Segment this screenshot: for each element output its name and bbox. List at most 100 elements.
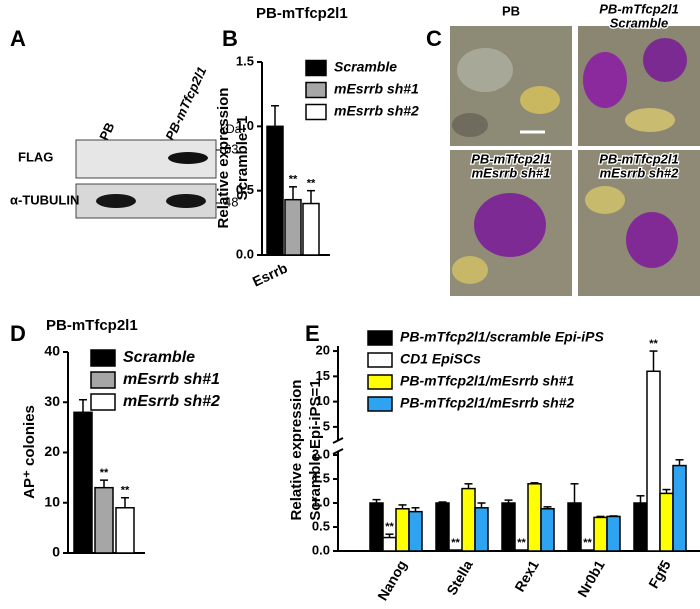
y-tick-label: 1.5 bbox=[312, 470, 330, 485]
legend-label: PB-mTfcp2l1/scramble Epi-iPS bbox=[400, 329, 605, 345]
chart-title: PB-mTfcp2l1 bbox=[46, 317, 138, 334]
legend-label: mEsrrb sh#1 bbox=[334, 81, 419, 97]
axis-break bbox=[332, 448, 344, 455]
bar bbox=[659, 492, 674, 552]
unit-label: kDa bbox=[220, 122, 242, 136]
x-tick-label: Stella bbox=[443, 557, 476, 598]
significance-label: ** bbox=[121, 485, 130, 497]
micrograph bbox=[578, 26, 700, 146]
legend-swatch bbox=[305, 81, 327, 99]
legend-swatch bbox=[367, 352, 393, 368]
bar bbox=[646, 370, 661, 552]
y-tick-label: 10 bbox=[316, 393, 330, 408]
row-label: FLAG bbox=[18, 149, 53, 164]
y-tick-label: 5 bbox=[323, 418, 330, 433]
marker-label: 48 bbox=[224, 194, 238, 209]
bar bbox=[302, 202, 320, 256]
y-tick-label: 10 bbox=[44, 493, 60, 509]
y-tick-label: 1.0 bbox=[236, 118, 254, 133]
bar bbox=[501, 502, 516, 552]
bar bbox=[284, 198, 302, 256]
lane-label: PB bbox=[96, 120, 117, 143]
band bbox=[166, 194, 206, 208]
micrograph bbox=[450, 150, 572, 296]
legend-label: mEsrrb sh#2 bbox=[334, 103, 419, 119]
y-tick-label: 0.0 bbox=[312, 542, 330, 557]
y-tick-label: 0 bbox=[52, 544, 60, 560]
bar bbox=[514, 549, 529, 552]
image-label: PB bbox=[502, 3, 520, 18]
y-tick-label: 20 bbox=[44, 443, 60, 459]
legend-swatch bbox=[367, 396, 393, 412]
bar bbox=[395, 508, 410, 552]
bar bbox=[606, 515, 621, 552]
lane-label: PB-mTfcp2l1 bbox=[162, 64, 209, 142]
y-tick-label: 2.0 bbox=[312, 446, 330, 461]
significance-label: ** bbox=[649, 338, 658, 350]
legend-swatch bbox=[90, 371, 116, 389]
y-tick-label: 20 bbox=[316, 342, 330, 357]
x-tick-label: Rex1 bbox=[511, 557, 542, 594]
legend-label: mEsrrb sh#1 bbox=[123, 371, 220, 388]
x-tick-label: Fgf5 bbox=[645, 557, 674, 591]
panel-label: A bbox=[10, 26, 26, 51]
bar bbox=[266, 125, 284, 256]
significance-label: ** bbox=[583, 537, 592, 549]
bar bbox=[435, 502, 450, 552]
image-label: PB-mTfcp2l1 bbox=[471, 151, 550, 166]
significance-label: ** bbox=[307, 178, 316, 190]
bar bbox=[448, 549, 463, 552]
panel-label: C bbox=[426, 26, 442, 51]
band bbox=[96, 194, 136, 208]
panel-label: E bbox=[305, 321, 320, 346]
x-tick-label: Esrrb bbox=[250, 260, 290, 290]
bar bbox=[580, 549, 595, 552]
x-tick-label: Nanog bbox=[374, 557, 410, 603]
y-axis-label: AP⁺ colonies bbox=[21, 405, 38, 499]
panel-label: B bbox=[222, 26, 238, 51]
panel-label: D bbox=[10, 321, 26, 346]
image-label: mEsrrb sh#1 bbox=[472, 165, 551, 180]
row-label: α-TUBULIN bbox=[10, 192, 79, 207]
legend-label: PB-mTfcp2l1/mEsrrb sh#1 bbox=[400, 373, 574, 389]
image-label: Scramble bbox=[610, 15, 669, 30]
bar bbox=[672, 464, 687, 552]
y-tick-label: 0.0 bbox=[236, 246, 254, 261]
y-tick-label: 1.5 bbox=[236, 53, 254, 68]
legend-label: CD1 EpiSCs bbox=[400, 351, 481, 367]
legend-label: Scramble bbox=[123, 349, 195, 366]
chart-title: PB-mTfcp2l1 bbox=[256, 5, 348, 22]
legend-label: PB-mTfcp2l1/mEsrrb sh#2 bbox=[400, 395, 574, 411]
legend-label: Scramble bbox=[334, 59, 397, 75]
marker-label: 63 bbox=[224, 141, 238, 156]
significance-label: ** bbox=[517, 537, 526, 549]
micrograph bbox=[578, 150, 700, 296]
legend-swatch bbox=[90, 349, 116, 367]
bar bbox=[73, 411, 93, 554]
bar bbox=[115, 507, 135, 554]
y-tick-label: 1.0 bbox=[312, 494, 330, 509]
y-axis-label: Relative expression bbox=[215, 88, 232, 229]
micrograph bbox=[450, 26, 572, 146]
bar bbox=[382, 536, 397, 552]
y-axis-label: Relative expression bbox=[288, 380, 305, 521]
image-label: PB-mTfcp2l1 bbox=[599, 1, 678, 16]
bar bbox=[369, 502, 384, 552]
significance-label: ** bbox=[385, 521, 394, 533]
image-label: mEsrrb sh#2 bbox=[600, 165, 680, 180]
legend-swatch bbox=[305, 103, 327, 121]
y-tick-label: 15 bbox=[316, 368, 330, 383]
significance-label: ** bbox=[289, 174, 298, 186]
significance-label: ** bbox=[100, 467, 109, 479]
bar bbox=[94, 486, 114, 554]
bar bbox=[461, 487, 476, 552]
legend-swatch bbox=[90, 393, 116, 411]
legend-swatch bbox=[367, 330, 393, 346]
bar bbox=[474, 507, 489, 552]
significance-label: ** bbox=[451, 537, 460, 549]
axis-break bbox=[332, 437, 344, 444]
y-tick-label: 0.5 bbox=[236, 182, 254, 197]
y-tick-label: 0.5 bbox=[312, 518, 330, 533]
image-label: PB-mTfcp2l1 bbox=[599, 151, 678, 166]
